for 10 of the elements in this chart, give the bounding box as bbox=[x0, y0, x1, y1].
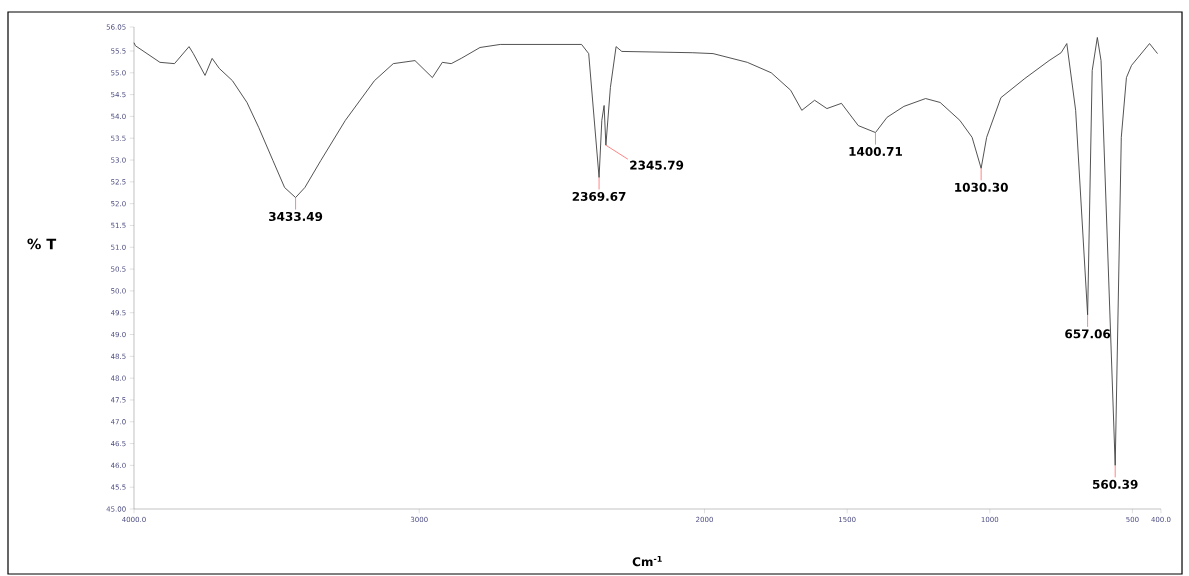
annotation: 3433.49 bbox=[269, 211, 323, 222]
annotation: 2369.67 bbox=[572, 191, 626, 201]
annotation: 657.06 bbox=[1065, 329, 1111, 339]
annotation: 1030.30 bbox=[955, 182, 1008, 192]
annotation: 1400.71 bbox=[849, 146, 902, 157]
x-axis-title: Cm$^{-1}$ bbox=[632, 555, 662, 567]
annotation: 560.39 bbox=[1092, 479, 1138, 489]
y-axis-title: % T bbox=[27, 238, 57, 250]
annotation: 2345.79 bbox=[630, 160, 684, 170]
line-series bbox=[133, 37, 1158, 466]
